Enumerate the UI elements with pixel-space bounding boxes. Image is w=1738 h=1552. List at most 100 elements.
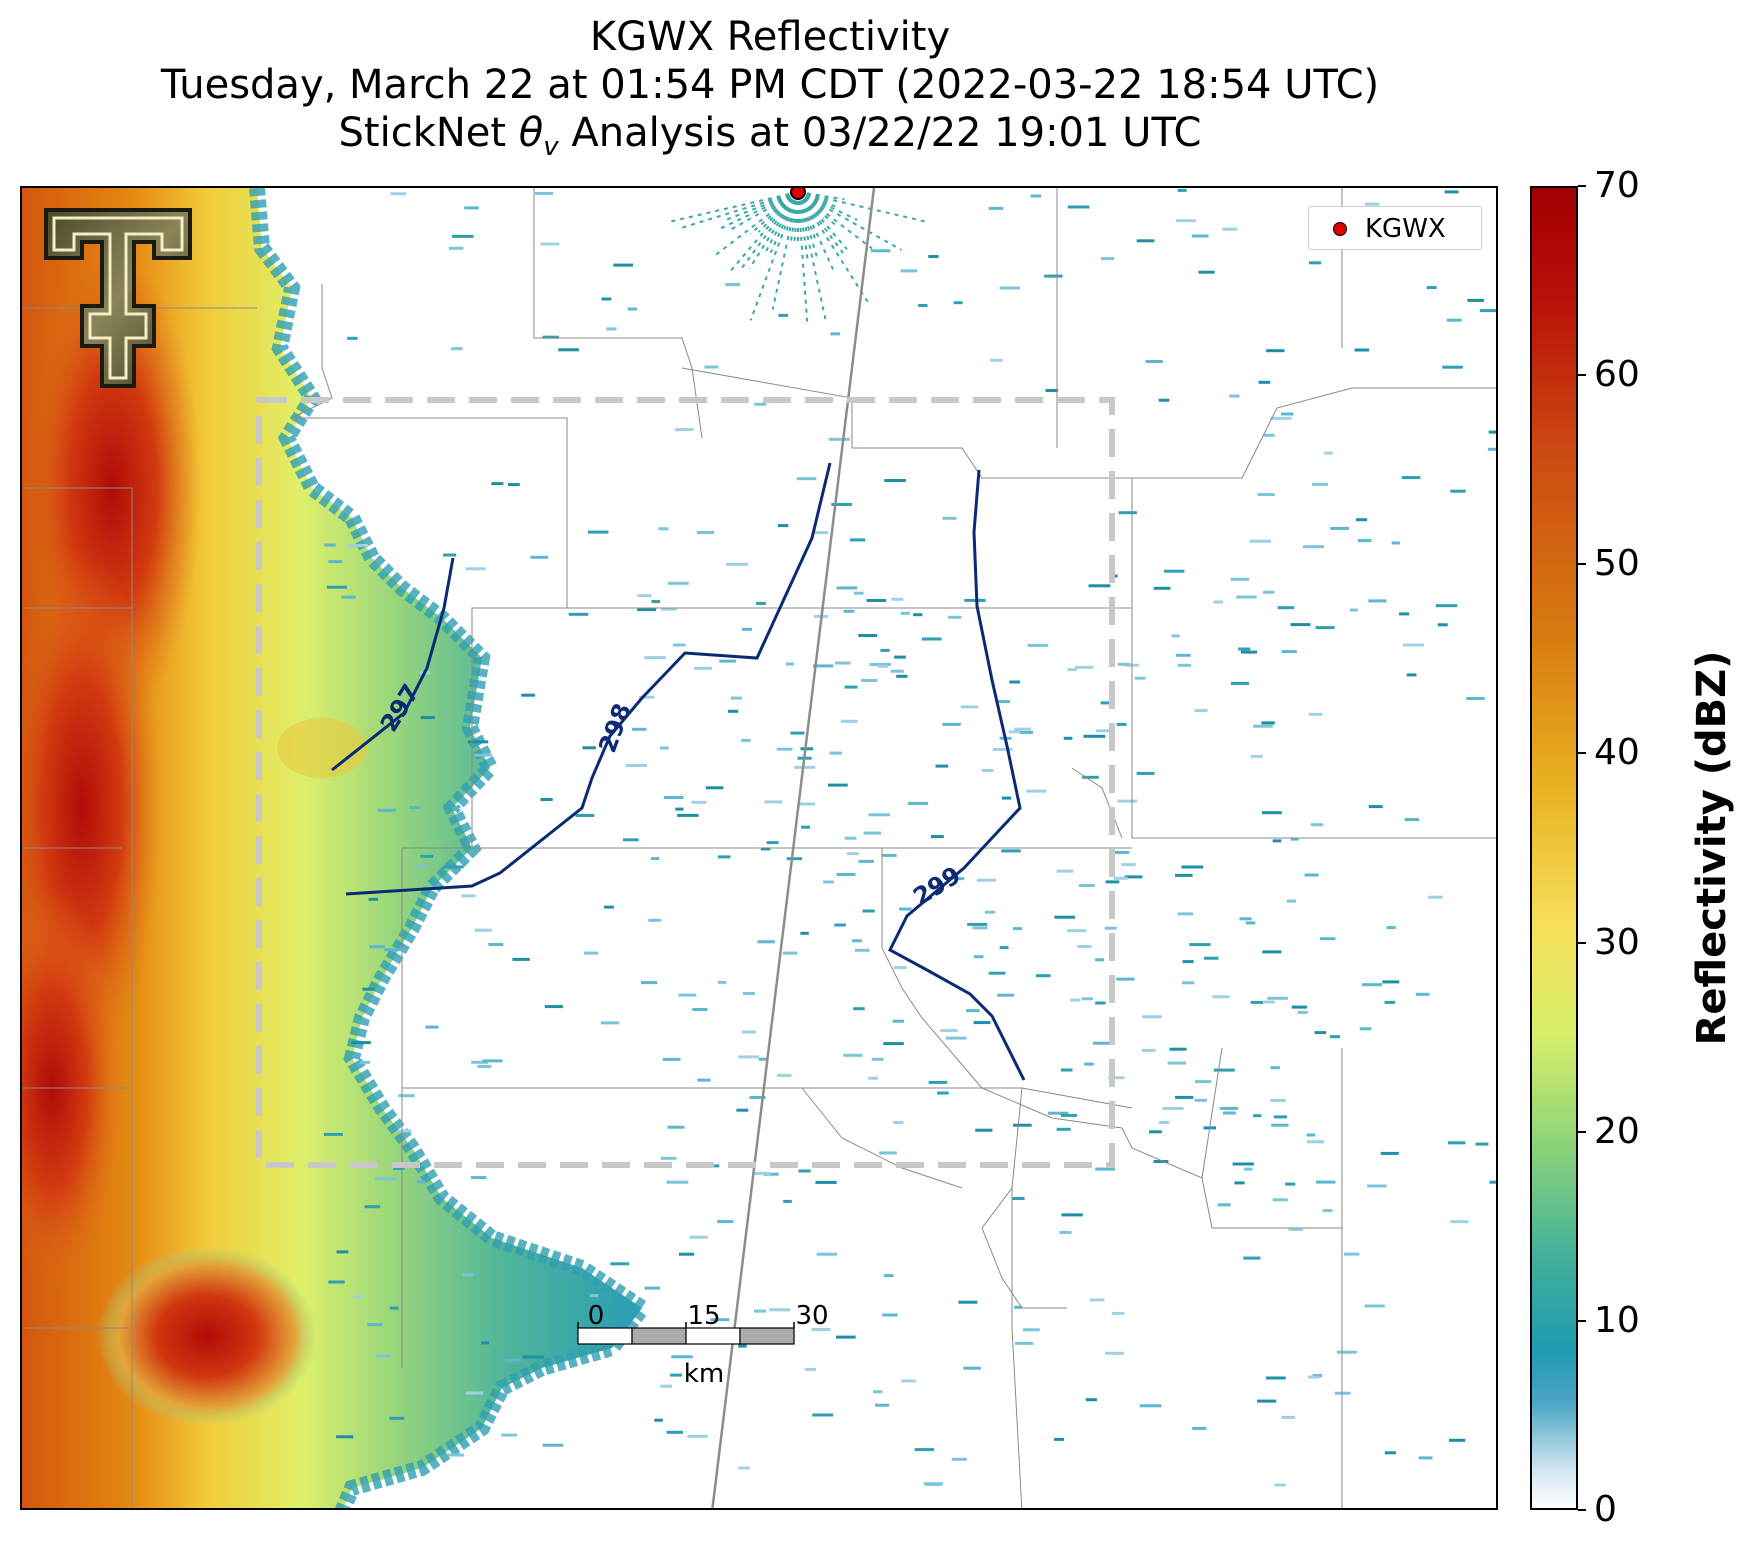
echo-fleck (884, 1274, 894, 1278)
theta-subscript: v (543, 132, 559, 162)
analysis-domain-box (256, 397, 1115, 1168)
highway-line (711, 188, 876, 1508)
echo-fleck (544, 1005, 563, 1009)
echo-fleck (1101, 257, 1115, 261)
echo-fleck (1449, 1438, 1466, 1442)
radar-site-legend-icon (1333, 222, 1347, 236)
colorbar-tick-label: 0 (1594, 1489, 1617, 1530)
radar-map[interactable]: 297 298 299 (20, 186, 1498, 1510)
echo-fleck (963, 1366, 981, 1370)
echo-fleck (843, 609, 855, 613)
echo-fleck (930, 835, 944, 839)
echo-fleck (1380, 1151, 1399, 1155)
echo-fleck (738, 1344, 747, 1348)
echo-fleck (650, 857, 660, 861)
echo-fleck (1418, 1456, 1433, 1460)
echo-fleck (1191, 234, 1209, 238)
echo-fleck (1167, 1061, 1186, 1065)
echo-fleck (1030, 194, 1041, 198)
echo-fleck (384, 948, 405, 952)
echo-fleck (776, 747, 793, 751)
echo-fleck (1475, 1142, 1489, 1146)
echo-fleck (542, 1443, 564, 1447)
echo-fleck (1121, 863, 1136, 867)
echo-fleck (1026, 789, 1047, 793)
echo-fleck (1310, 823, 1324, 827)
echo-fleck (866, 599, 887, 602)
theta-symbol: θ (518, 110, 544, 156)
echo-fleck (662, 1057, 681, 1061)
echo-fleck (1364, 1304, 1385, 1308)
echo-fleck (1149, 1130, 1162, 1134)
echo-fleck (1234, 1181, 1245, 1185)
echo-fleck (896, 674, 908, 678)
ground-clutter-spoke (797, 191, 825, 220)
echo-fleck (1067, 668, 1078, 672)
echo-fleck (937, 1091, 949, 1095)
echo-fleck (474, 928, 493, 932)
echo-fleck (1307, 1140, 1324, 1144)
echo-fleck (1250, 754, 1263, 758)
echo-fleck (1257, 493, 1275, 496)
echo-fleck (778, 313, 789, 317)
echo-fleck (1297, 1010, 1308, 1014)
echo-fleck (843, 1053, 863, 1057)
echo-fleck (1061, 1213, 1083, 1217)
echo-fleck (447, 1453, 464, 1457)
echo-fleck (481, 1341, 490, 1345)
echo-fleck (1116, 722, 1127, 726)
ground-clutter-spoke (797, 191, 845, 201)
ground-clutter-spoke (797, 191, 873, 250)
echo-fleck (923, 1482, 943, 1486)
echo-fleck (1175, 653, 1191, 657)
echo-fleck (811, 1328, 831, 1331)
colorbar-tick-mark (1578, 374, 1586, 377)
echo-fleck (966, 1009, 980, 1013)
echo-fleck (1262, 950, 1282, 954)
echo-fleck (798, 1169, 811, 1173)
echo-fleck (1169, 1047, 1187, 1051)
echo-fleck (501, 1433, 517, 1437)
echo-fleck (868, 813, 890, 817)
echo-fleck (1365, 202, 1380, 206)
echo-fleck (942, 722, 961, 726)
echo-fleck (1427, 895, 1443, 899)
double-t-logo-icon (44, 208, 192, 388)
echo-fleck (1067, 929, 1087, 933)
echo-fleck (1467, 298, 1484, 302)
ground-clutter-spoke (797, 191, 847, 257)
echo-fleck (522, 1355, 545, 1359)
echo-fleck (584, 951, 599, 955)
echo-fleck (1012, 927, 1022, 931)
echo-fleck (964, 598, 986, 602)
echo-fleck (725, 283, 741, 287)
echo-fleck (1219, 1106, 1239, 1110)
echo-fleck (892, 1019, 904, 1023)
title-line-1: KGWX Reflectivity (589, 14, 951, 60)
echo-fleck (1253, 1114, 1262, 1118)
echo-fleck (814, 531, 829, 535)
echo-fleck (1270, 1066, 1280, 1070)
echo-fleck (678, 1252, 695, 1256)
echo-fleck (800, 747, 813, 751)
echo-fleck (451, 347, 463, 351)
echo-fleck (1479, 309, 1496, 313)
title-line-3-suffix: Analysis at 03/22/22 19:01 UTC (558, 110, 1202, 156)
echo-fleck (558, 348, 579, 352)
echo-fleck (467, 740, 489, 744)
county-boundaries (22, 188, 1496, 1508)
echo-fleck (1100, 701, 1112, 705)
echo-fleck (1117, 799, 1137, 803)
echo-fleck (1273, 1115, 1287, 1119)
echo-fleck (416, 1180, 427, 1184)
echo-fleck (1232, 1162, 1254, 1166)
echo-fleck (900, 611, 910, 615)
echo-fleck (336, 1435, 354, 1439)
echo-fleck (1270, 416, 1292, 420)
echo-fleck (1285, 1182, 1296, 1186)
echo-fleck (1001, 849, 1021, 853)
echo-fleck (869, 663, 892, 666)
echo-fleck (801, 825, 811, 829)
echo-fleck (675, 807, 684, 811)
echo-fleck (988, 971, 1006, 975)
